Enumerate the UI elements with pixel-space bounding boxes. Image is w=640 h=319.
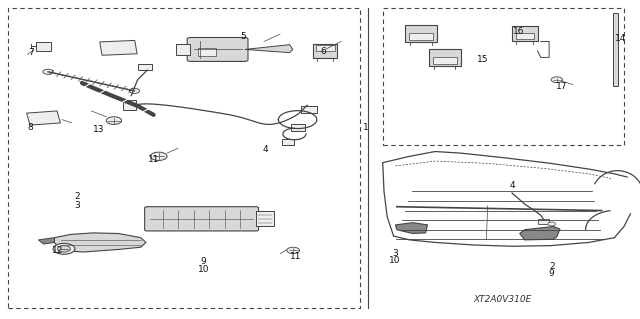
Bar [27,111,60,125]
Bar [138,64,152,70]
Circle shape [53,243,75,254]
Text: 9: 9 [549,269,554,278]
Circle shape [58,246,70,252]
Polygon shape [613,13,618,86]
Bar [409,33,433,41]
Text: 5: 5 [241,32,246,41]
Circle shape [287,247,300,254]
Circle shape [551,77,563,83]
Bar [123,100,136,110]
Bar [316,45,335,51]
Text: 17: 17 [556,82,568,91]
Text: 9: 9 [201,257,206,266]
Text: 2: 2 [549,262,554,271]
Circle shape [43,69,53,74]
Text: 11: 11 [290,252,301,261]
Circle shape [129,88,140,93]
FancyBboxPatch shape [188,38,248,62]
Bar [512,26,538,41]
Text: 10: 10 [389,256,401,265]
Text: 8: 8 [28,123,33,132]
Text: 16: 16 [513,27,524,36]
FancyBboxPatch shape [145,207,259,231]
Text: 2: 2 [74,192,79,201]
Text: 1: 1 [364,123,369,132]
Text: 15: 15 [477,55,489,63]
Bar [516,33,534,39]
Text: 10: 10 [198,265,209,274]
Text: 4: 4 [263,145,268,154]
Polygon shape [396,223,428,234]
Bar [282,139,294,145]
Bar [177,44,191,55]
Circle shape [106,117,122,124]
Bar [429,48,461,66]
Text: 3: 3 [74,201,79,210]
Text: 11: 11 [148,155,159,164]
Polygon shape [54,233,146,252]
Bar [198,48,216,56]
Bar [433,57,457,64]
Text: 12: 12 [52,246,63,255]
Bar [405,25,437,42]
Polygon shape [38,238,54,244]
Text: XT2A0V310E: XT2A0V310E [473,295,532,304]
Bar [538,219,549,224]
Text: 13: 13 [93,125,105,134]
Polygon shape [520,226,560,240]
Bar [100,41,137,55]
Text: 3: 3 [392,249,397,258]
Bar [291,124,305,131]
Circle shape [150,152,167,160]
Text: 6: 6 [321,47,326,56]
Bar [36,42,51,51]
Text: 7: 7 [28,48,33,57]
Polygon shape [245,45,293,53]
Bar [256,211,274,226]
Circle shape [548,222,556,226]
Text: 4: 4 [509,181,515,189]
Text: 14: 14 [615,34,627,43]
Bar [313,44,337,58]
Bar [301,106,317,113]
